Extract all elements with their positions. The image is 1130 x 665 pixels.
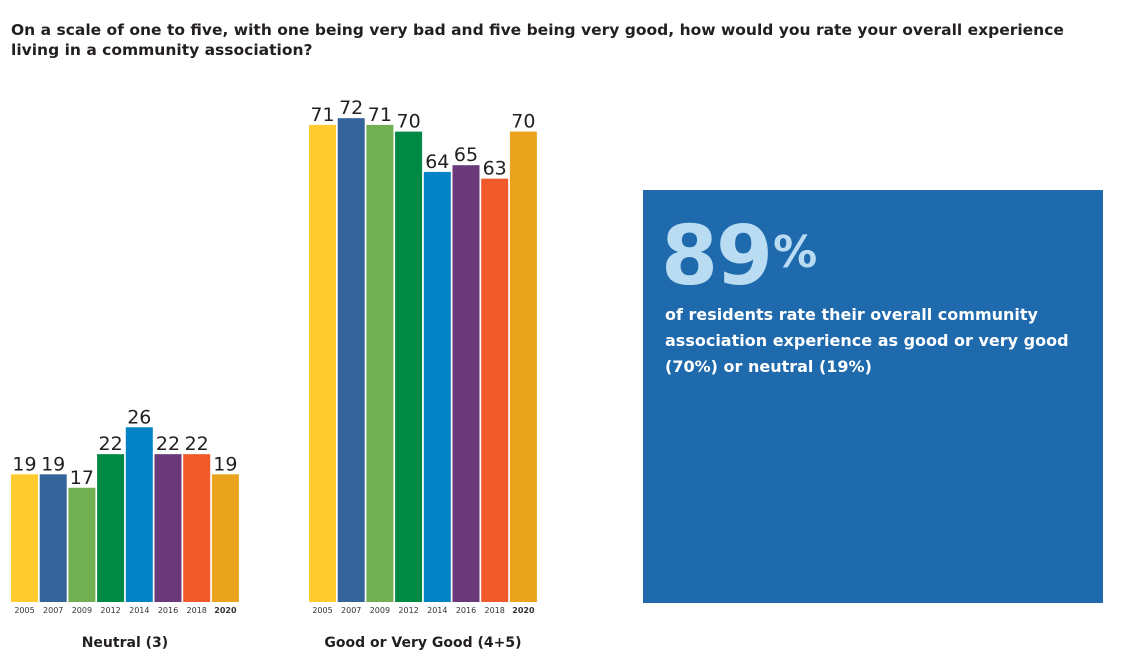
value-label: 63 bbox=[483, 158, 507, 180]
callout-unit: % bbox=[773, 227, 817, 278]
chart-neutral: 19 2005 19 2007 17 2009 22 2012 26 2014 22 2016 22 20… bbox=[11, 406, 239, 651]
category-label: 2020 bbox=[512, 606, 535, 615]
category-label: 2012 bbox=[398, 606, 418, 615]
bar-2005 bbox=[309, 124, 336, 602]
value-label: 70 bbox=[511, 111, 535, 133]
category-label: 2014 bbox=[427, 606, 447, 615]
chart-title: Neutral (3) bbox=[82, 635, 168, 651]
value-label: 22 bbox=[185, 433, 209, 455]
bar-2009 bbox=[366, 124, 394, 602]
bar-2007 bbox=[337, 118, 365, 602]
category-label: 2018 bbox=[187, 606, 207, 615]
value-label: 17 bbox=[70, 467, 94, 489]
bar-2009 bbox=[68, 487, 96, 602]
category-label: 2020 bbox=[214, 606, 237, 615]
value-label: 65 bbox=[454, 144, 478, 166]
value-label: 72 bbox=[339, 97, 363, 119]
category-label: 2005 bbox=[312, 606, 332, 615]
bar-2014 bbox=[125, 427, 153, 602]
category-label: 2018 bbox=[485, 606, 505, 615]
category-label: 2009 bbox=[370, 606, 390, 615]
callout-box: 89% of residents rate their overall comm… bbox=[643, 190, 1103, 603]
callout-stat: 89% bbox=[661, 209, 817, 304]
category-label: 2007 bbox=[341, 606, 361, 615]
value-label: 64 bbox=[425, 151, 449, 173]
bar-2016 bbox=[452, 165, 480, 602]
bar-2012 bbox=[97, 454, 125, 602]
bar-2018 bbox=[481, 178, 509, 602]
value-label: 22 bbox=[156, 433, 180, 455]
value-label: 22 bbox=[99, 433, 123, 455]
category-label: 2016 bbox=[456, 606, 476, 615]
bar-2014 bbox=[423, 171, 451, 603]
bar-2018 bbox=[183, 454, 211, 602]
bar-2005 bbox=[11, 474, 38, 602]
category-label: 2012 bbox=[100, 606, 120, 615]
question-text: On a scale of one to five, with one bein… bbox=[11, 21, 1064, 59]
bar-charts: 19 2005 19 2007 17 2009 22 2012 26 2014 22 2016 22 20… bbox=[11, 97, 537, 651]
value-label: 70 bbox=[397, 111, 421, 133]
chart-good-very-good: 71 2005 72 2007 71 2009 70 2012 64 2014 65 2016 63 20… bbox=[309, 97, 537, 651]
value-label: 19 bbox=[12, 453, 36, 475]
bar-2012 bbox=[395, 131, 423, 602]
category-label: 2014 bbox=[129, 606, 149, 615]
callout-text: of residents rate their overall communit… bbox=[665, 305, 1069, 376]
bar-2020 bbox=[509, 131, 537, 602]
value-label: 71 bbox=[310, 104, 334, 126]
category-label: 2016 bbox=[158, 606, 178, 615]
chart-title: Good or Very Good (4+5) bbox=[324, 635, 521, 651]
bar-2016 bbox=[154, 454, 182, 602]
value-label: 26 bbox=[127, 406, 151, 428]
callout-number: 89 bbox=[661, 209, 773, 304]
category-label: 2005 bbox=[14, 606, 34, 615]
category-label: 2009 bbox=[72, 606, 92, 615]
value-label: 19 bbox=[213, 453, 237, 475]
value-label: 71 bbox=[368, 104, 392, 126]
bar-2007 bbox=[39, 474, 67, 602]
category-label: 2007 bbox=[43, 606, 63, 615]
value-label: 19 bbox=[41, 453, 65, 475]
bar-2020 bbox=[211, 474, 239, 602]
